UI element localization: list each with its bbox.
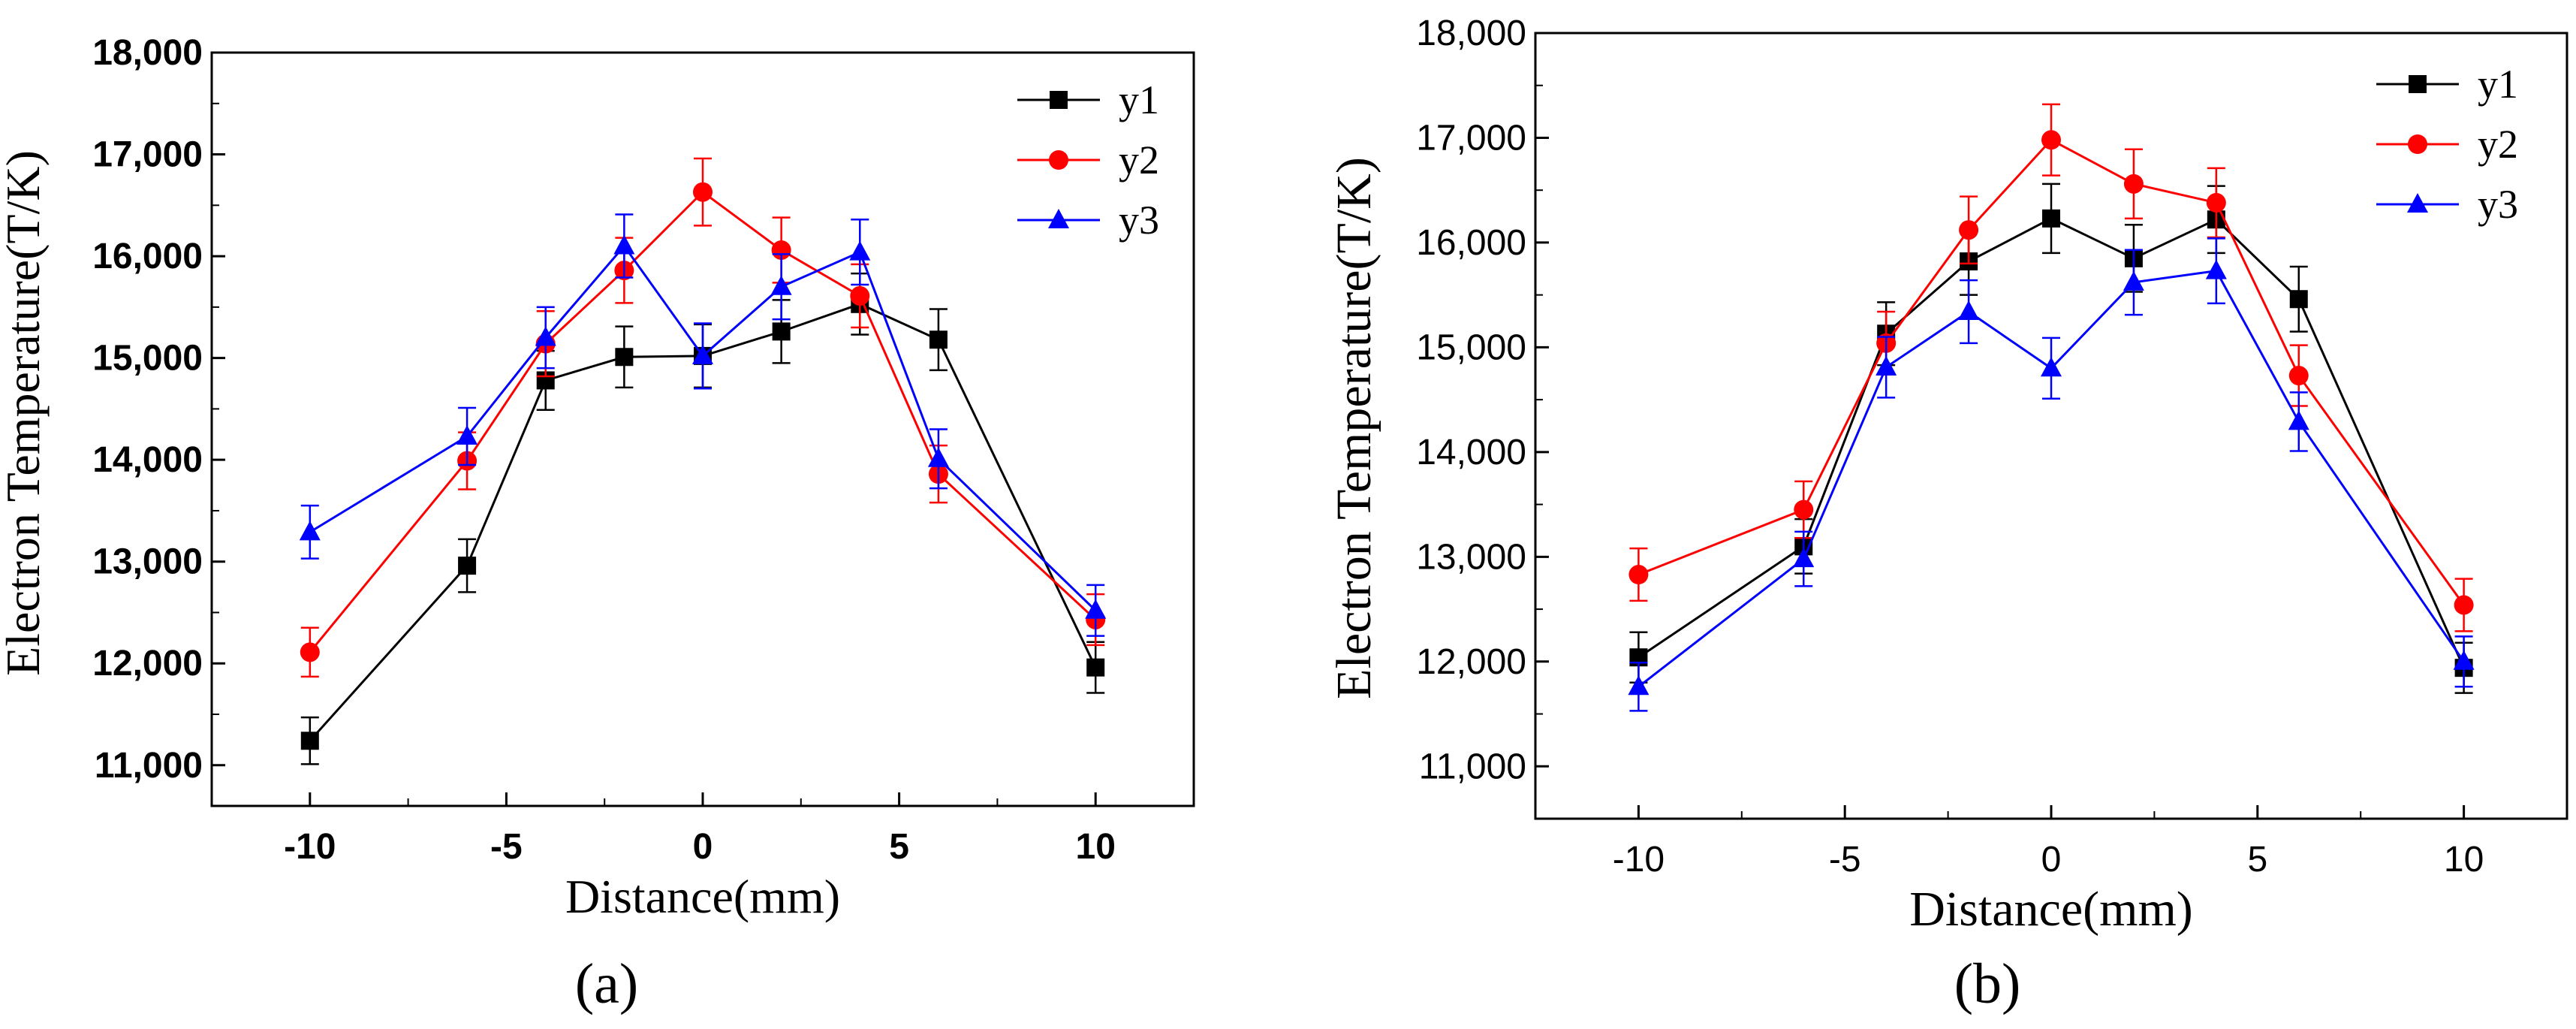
data-point-y3 [849,240,871,261]
data-point-y3 [1628,675,1650,696]
data-point-y3 [299,521,321,541]
y-tick-label: 17,000 [1416,118,1526,158]
data-point-y3 [1876,355,1897,376]
x-tick-label: 0 [693,827,713,867]
y-tick-label: 13,000 [1416,537,1526,577]
chart-panel-a: -10 -5 0 5 10 11,000 12,000 13,000 14,000 15,000 1… [0,33,1195,923]
series-y1 [1629,183,2473,694]
data-point-y3 [2041,357,2062,377]
panel-label-a: (a) [575,952,638,1015]
x-tick-label: -10 [1613,840,1665,880]
y-tick-label: 15,000 [92,339,203,379]
x-tick-label: 5 [2247,840,2267,880]
data-point-y1 [2289,290,2308,309]
y-tick-label: 13,000 [92,542,203,582]
data-point-y2 [300,642,320,662]
data-point-y3 [613,234,635,255]
series-line-y1 [1637,217,2465,668]
data-point-y2 [2206,192,2226,213]
x-tick-label: -5 [1829,840,1861,880]
y-tick-label: 11,000 [95,746,203,786]
legend-label-y1: y1 [2478,62,2518,107]
y-tick-label: 12,000 [92,644,203,683]
data-point-y3 [770,275,792,295]
chart-panel-b: -10 -5 0 5 10 11,000 12,000 13,000 14,000 15,000 1… [1327,14,2568,937]
y-axis-label: Electron Temperature(T/K) [0,150,50,676]
data-point-y3 [2288,410,2309,430]
x-tick-label: 10 [1076,827,1116,867]
data-point-y2 [2454,595,2474,615]
y-tick-label: 15,000 [1416,327,1526,367]
y-tick-label: 18,000 [92,33,203,73]
data-point-y1 [2042,209,2060,228]
data-point-y2 [1794,499,1814,520]
y-tick-label: 17,000 [92,135,203,175]
data-point-y1 [772,322,791,341]
x-tick-label: 10 [2444,840,2484,880]
data-point-y2 [2288,366,2309,386]
legend-label-y3: y3 [2478,182,2518,227]
y-tick-label: 16,000 [92,237,203,276]
legend-marker-y2 [2408,134,2427,154]
legend-marker-y1 [1050,91,1068,109]
data-point-y1 [1086,658,1105,677]
data-point-y2 [1628,565,1649,585]
data-point-y2 [1959,220,1979,240]
x-tick-label: 0 [2041,840,2062,880]
series-y2 [300,157,1106,678]
legend-marker-y1 [2409,75,2427,93]
data-point-y3 [2453,650,2475,670]
x-axis-label: Distance(mm) [1909,882,2193,937]
y-tick-label: 11,000 [1419,747,1526,786]
data-point-y3 [1085,599,1107,619]
data-point-y3 [2123,270,2144,291]
data-point-y2 [850,285,870,306]
panel-label-b: (b) [1954,952,2021,1015]
data-point-y3 [2205,259,2227,279]
data-point-y2 [2123,174,2144,194]
data-point-y3 [1793,548,1815,568]
series-line-y3 [1637,269,2465,688]
y-tick-label: 16,000 [1416,223,1526,263]
data-point-y3 [535,326,556,346]
x-tick-label: -10 [284,827,336,867]
data-point-y3 [927,447,949,467]
legend-marker-y2 [1049,150,1068,170]
y-tick-label: 18,000 [1416,14,1526,53]
legend-label-y3: y3 [1119,198,1159,243]
legend-label-y2: y2 [2478,122,2518,167]
y-tick-label: 14,000 [1416,433,1526,472]
y-tick-label: 14,000 [92,440,203,480]
y-axis-label: Electron Temperature(T/K) [1327,157,1381,699]
data-point-y2 [693,182,713,202]
series-line-y3 [309,244,1097,611]
data-point-y3 [1958,300,1980,320]
data-point-y1 [300,732,319,750]
legend-label-y1: y1 [1119,77,1159,122]
x-tick-label: -5 [490,827,523,867]
data-point-y3 [456,424,478,445]
legend-marker-y3 [2407,193,2428,213]
data-point-y2 [2041,130,2061,150]
series-y3 [1628,237,2475,712]
legend-marker-y3 [1048,209,1069,228]
data-point-y3 [692,344,713,364]
legend-label-y2: y2 [1119,137,1159,183]
y-tick-label: 12,000 [1416,642,1526,682]
data-point-y1 [615,348,634,367]
x-axis-label: Distance(mm) [565,870,840,923]
x-tick-label: 5 [889,827,909,867]
data-point-y1 [929,330,948,349]
series-y1 [300,272,1105,765]
data-point-y1 [458,557,477,575]
series-y3 [299,213,1107,637]
